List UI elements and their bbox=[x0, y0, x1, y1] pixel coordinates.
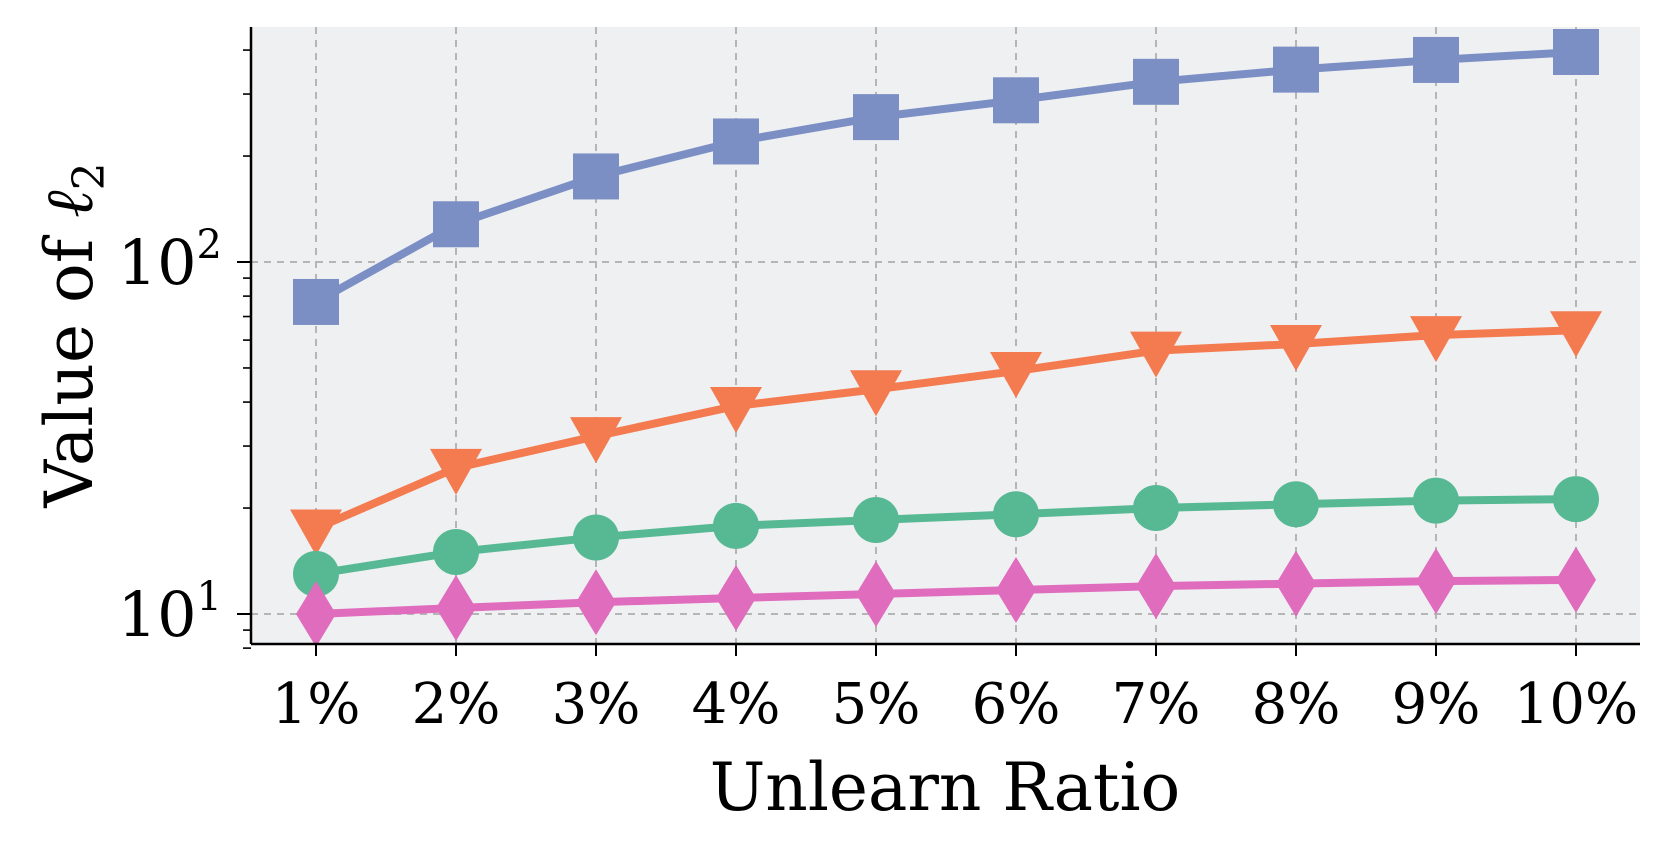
data-point-square bbox=[1413, 36, 1459, 83]
y-axis-title-symbol: ℓ bbox=[31, 190, 108, 218]
x-tick-label: 5% bbox=[832, 672, 921, 737]
x-tick-label: 1% bbox=[272, 672, 361, 737]
y-axis-title: Value of ℓ2 bbox=[31, 162, 115, 508]
data-point-circle bbox=[853, 496, 899, 543]
data-point-diamond bbox=[576, 569, 616, 636]
x-tick-label: 4% bbox=[692, 672, 781, 737]
data-point-triangle-down bbox=[850, 370, 902, 417]
data-point-diamond bbox=[856, 560, 896, 627]
series-line bbox=[315, 495, 1577, 578]
data-point-circle bbox=[433, 529, 479, 576]
x-axis-title: Unlearn Ratio bbox=[710, 749, 1181, 826]
data-point-triangle-down bbox=[1270, 324, 1322, 371]
data-point-diamond bbox=[436, 575, 476, 642]
data-point-triangle-down bbox=[990, 352, 1042, 399]
series-line bbox=[315, 575, 1577, 618]
data-point-triangle-down bbox=[1550, 311, 1602, 358]
data-point-diamond bbox=[1416, 548, 1456, 615]
data-point-diamond bbox=[716, 565, 756, 632]
x-tick-label: 7% bbox=[1112, 672, 1201, 737]
x-tick-label: 8% bbox=[1252, 672, 1341, 737]
data-point-square bbox=[433, 201, 479, 248]
data-point-triangle-down bbox=[1130, 331, 1182, 378]
data-point-square bbox=[573, 153, 619, 200]
y-axis-title-subscript: 2 bbox=[64, 162, 115, 190]
data-point-triangle-down bbox=[1410, 316, 1462, 363]
data-point-square bbox=[293, 278, 339, 325]
data-point-diamond bbox=[1556, 546, 1596, 613]
data-point-circle bbox=[293, 550, 339, 597]
data-point-triangle-down bbox=[570, 417, 622, 464]
data-point-circle bbox=[573, 514, 619, 561]
data-point-triangle-down bbox=[710, 386, 762, 433]
x-tick-label: 6% bbox=[972, 672, 1061, 737]
ticks: 1% 2% 3% 4% 5% 6% 7% 8% 9% 10% 101 102 bbox=[118, 49, 1638, 737]
data-point-square bbox=[1553, 28, 1599, 75]
data-point-square bbox=[713, 118, 759, 165]
data-point-circle bbox=[1413, 477, 1459, 524]
data-point-square bbox=[853, 94, 899, 141]
data-point-diamond bbox=[996, 556, 1036, 623]
data-point-diamond bbox=[1276, 550, 1316, 617]
y-axis-title-prefix: Value of bbox=[31, 218, 108, 509]
data-point-square bbox=[1273, 46, 1319, 93]
y-tick-label: 102 bbox=[118, 222, 222, 299]
x-tick-label: 2% bbox=[412, 672, 501, 737]
series-group bbox=[290, 28, 1602, 647]
data-point-square bbox=[1133, 58, 1179, 105]
data-point-square bbox=[993, 77, 1039, 124]
series-line bbox=[314, 326, 1577, 533]
x-tick-label: 3% bbox=[552, 672, 641, 737]
data-point-circle bbox=[713, 502, 759, 549]
data-point-diamond bbox=[296, 581, 336, 647]
data-point-diamond bbox=[1136, 553, 1176, 620]
x-tick-label: 9% bbox=[1392, 672, 1481, 737]
data-point-circle bbox=[1133, 485, 1179, 532]
axes bbox=[249, 27, 1640, 646]
grid bbox=[251, 27, 1640, 644]
data-point-triangle-down bbox=[430, 448, 482, 495]
x-tick-label: 10% bbox=[1514, 672, 1638, 737]
series-line bbox=[314, 48, 1577, 306]
data-point-triangle-down bbox=[290, 509, 342, 556]
data-point-circle bbox=[1273, 481, 1319, 528]
data-point-circle bbox=[993, 491, 1039, 538]
data-point-circle bbox=[1553, 476, 1599, 523]
y-tick-label: 101 bbox=[118, 574, 222, 651]
